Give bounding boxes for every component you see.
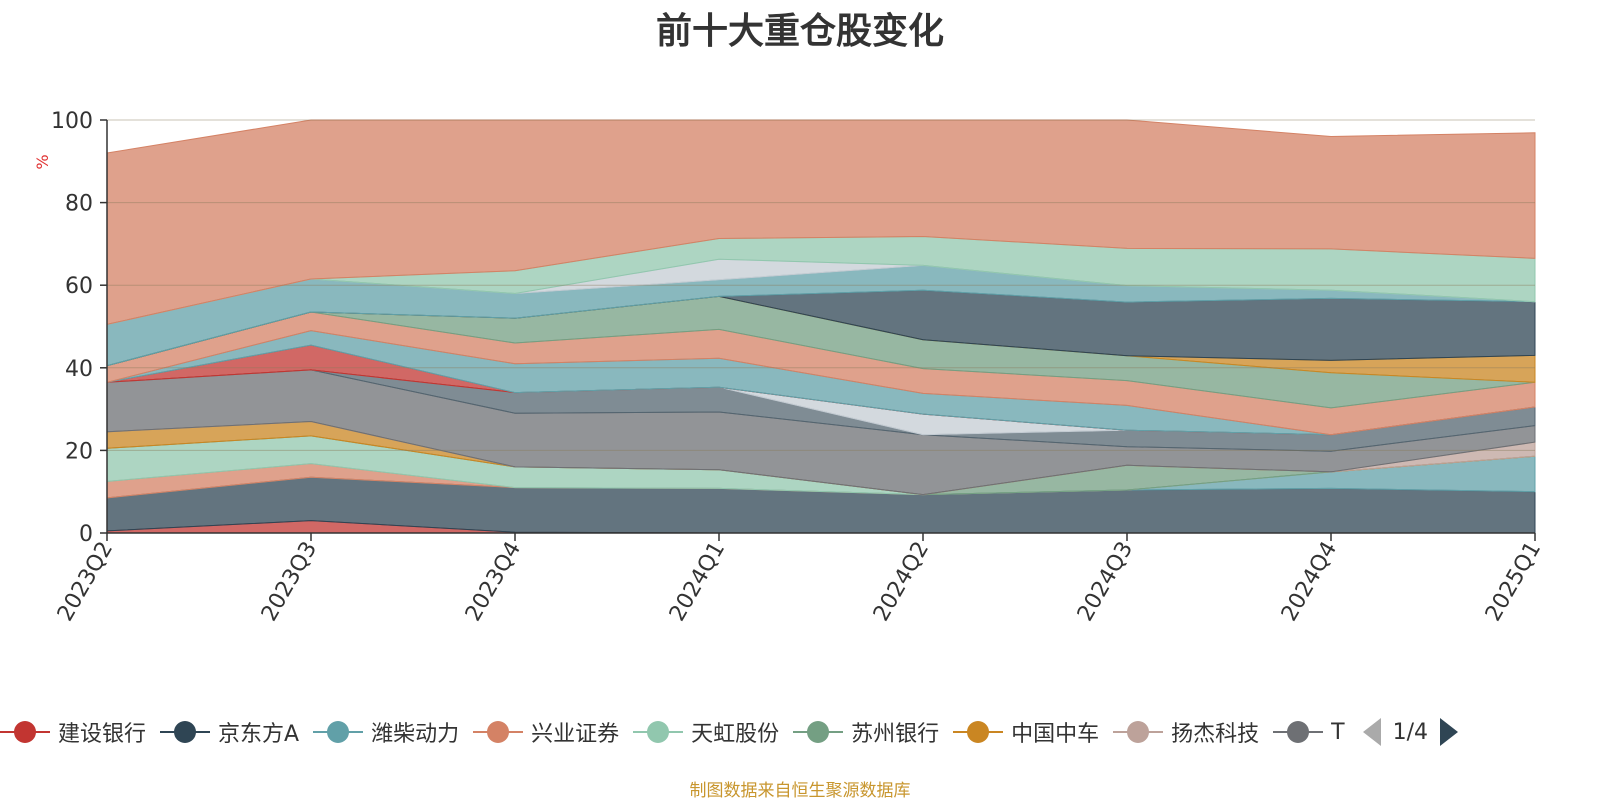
x-tick-label: 2024Q4 — [1277, 538, 1342, 626]
source-note: 制图数据来自恒生聚源数据库 — [689, 781, 911, 801]
legend-label: 兴业证券 — [531, 722, 620, 747]
x-tick-label: 2023Q4 — [461, 538, 526, 626]
legend-marker-icon — [0, 719, 50, 745]
legend: 建设银行 京东方A 潍柴动力 兴业证券 天虹股份 苏州银行 中国中车 扬杰科技 T 1/4 — [0, 712, 1600, 752]
area-series-23 — [106, 119, 1536, 326]
stacked-area-chart: 0 20 40 60 80 100 2023Q2 2023Q3 2023Q4 2024Q1 2024… — [33, 109, 1546, 626]
legend-marker-icon — [160, 719, 211, 745]
legend-marker-icon — [473, 719, 524, 745]
legend-item[interactable]: 兴业证券 — [473, 716, 619, 748]
legend-label: 苏州银行 — [851, 722, 940, 747]
y-tick-label: 100 — [51, 109, 93, 134]
x-tick-label: 2023Q3 — [257, 538, 322, 626]
x-tick-label: 2025Q1 — [1481, 538, 1546, 626]
y-tick-label: 80 — [65, 192, 93, 217]
legend-label: 建设银行 — [58, 722, 147, 747]
legend-marker-icon — [1113, 719, 1164, 745]
legend-label: 京东方A — [218, 722, 300, 747]
legend-marker-icon — [1273, 719, 1324, 745]
legend-item[interactable]: T — [1273, 719, 1345, 745]
legend-label: 扬杰科技 — [1171, 722, 1260, 747]
chart-title: 前十大重仓股变化 — [655, 11, 944, 52]
y-axis-label: % — [33, 154, 52, 169]
legend-page-indicator: 1/4 — [1392, 719, 1429, 745]
prev-page-icon[interactable] — [1362, 718, 1381, 746]
x-tick-label: 2023Q2 — [53, 538, 118, 626]
legend-item[interactable]: 京东方A — [160, 716, 299, 748]
y-tick-label: 60 — [65, 274, 93, 299]
legend-marker-icon — [633, 719, 684, 745]
legend-item[interactable]: 潍柴动力 — [313, 716, 459, 748]
legend-marker-icon — [793, 719, 844, 745]
legend-pager: 1/4 — [1362, 718, 1459, 746]
legend-item[interactable]: 建设银行 — [0, 716, 146, 748]
legend-item[interactable]: 苏州银行 — [793, 716, 939, 748]
x-tick-label: 2024Q2 — [869, 538, 934, 626]
y-tick-label: 0 — [79, 522, 93, 547]
legend-marker-icon — [953, 719, 1004, 745]
legend-marker-icon — [313, 719, 364, 745]
legend-item[interactable]: 天虹股份 — [633, 716, 779, 748]
legend-item[interactable]: 中国中车 — [953, 716, 1099, 748]
legend-label: T — [1331, 719, 1345, 745]
y-tick-label: 40 — [65, 357, 93, 382]
legend-item[interactable]: 扬杰科技 — [1113, 716, 1259, 748]
y-tick-label: 20 — [65, 439, 93, 464]
x-tick-label: 2024Q1 — [665, 538, 730, 626]
next-page-icon[interactable] — [1440, 718, 1459, 746]
legend-label: 天虹股份 — [691, 722, 780, 747]
x-tick-label: 2024Q3 — [1073, 538, 1138, 626]
legend-label: 潍柴动力 — [371, 722, 460, 747]
legend-label: 中国中车 — [1011, 722, 1100, 747]
